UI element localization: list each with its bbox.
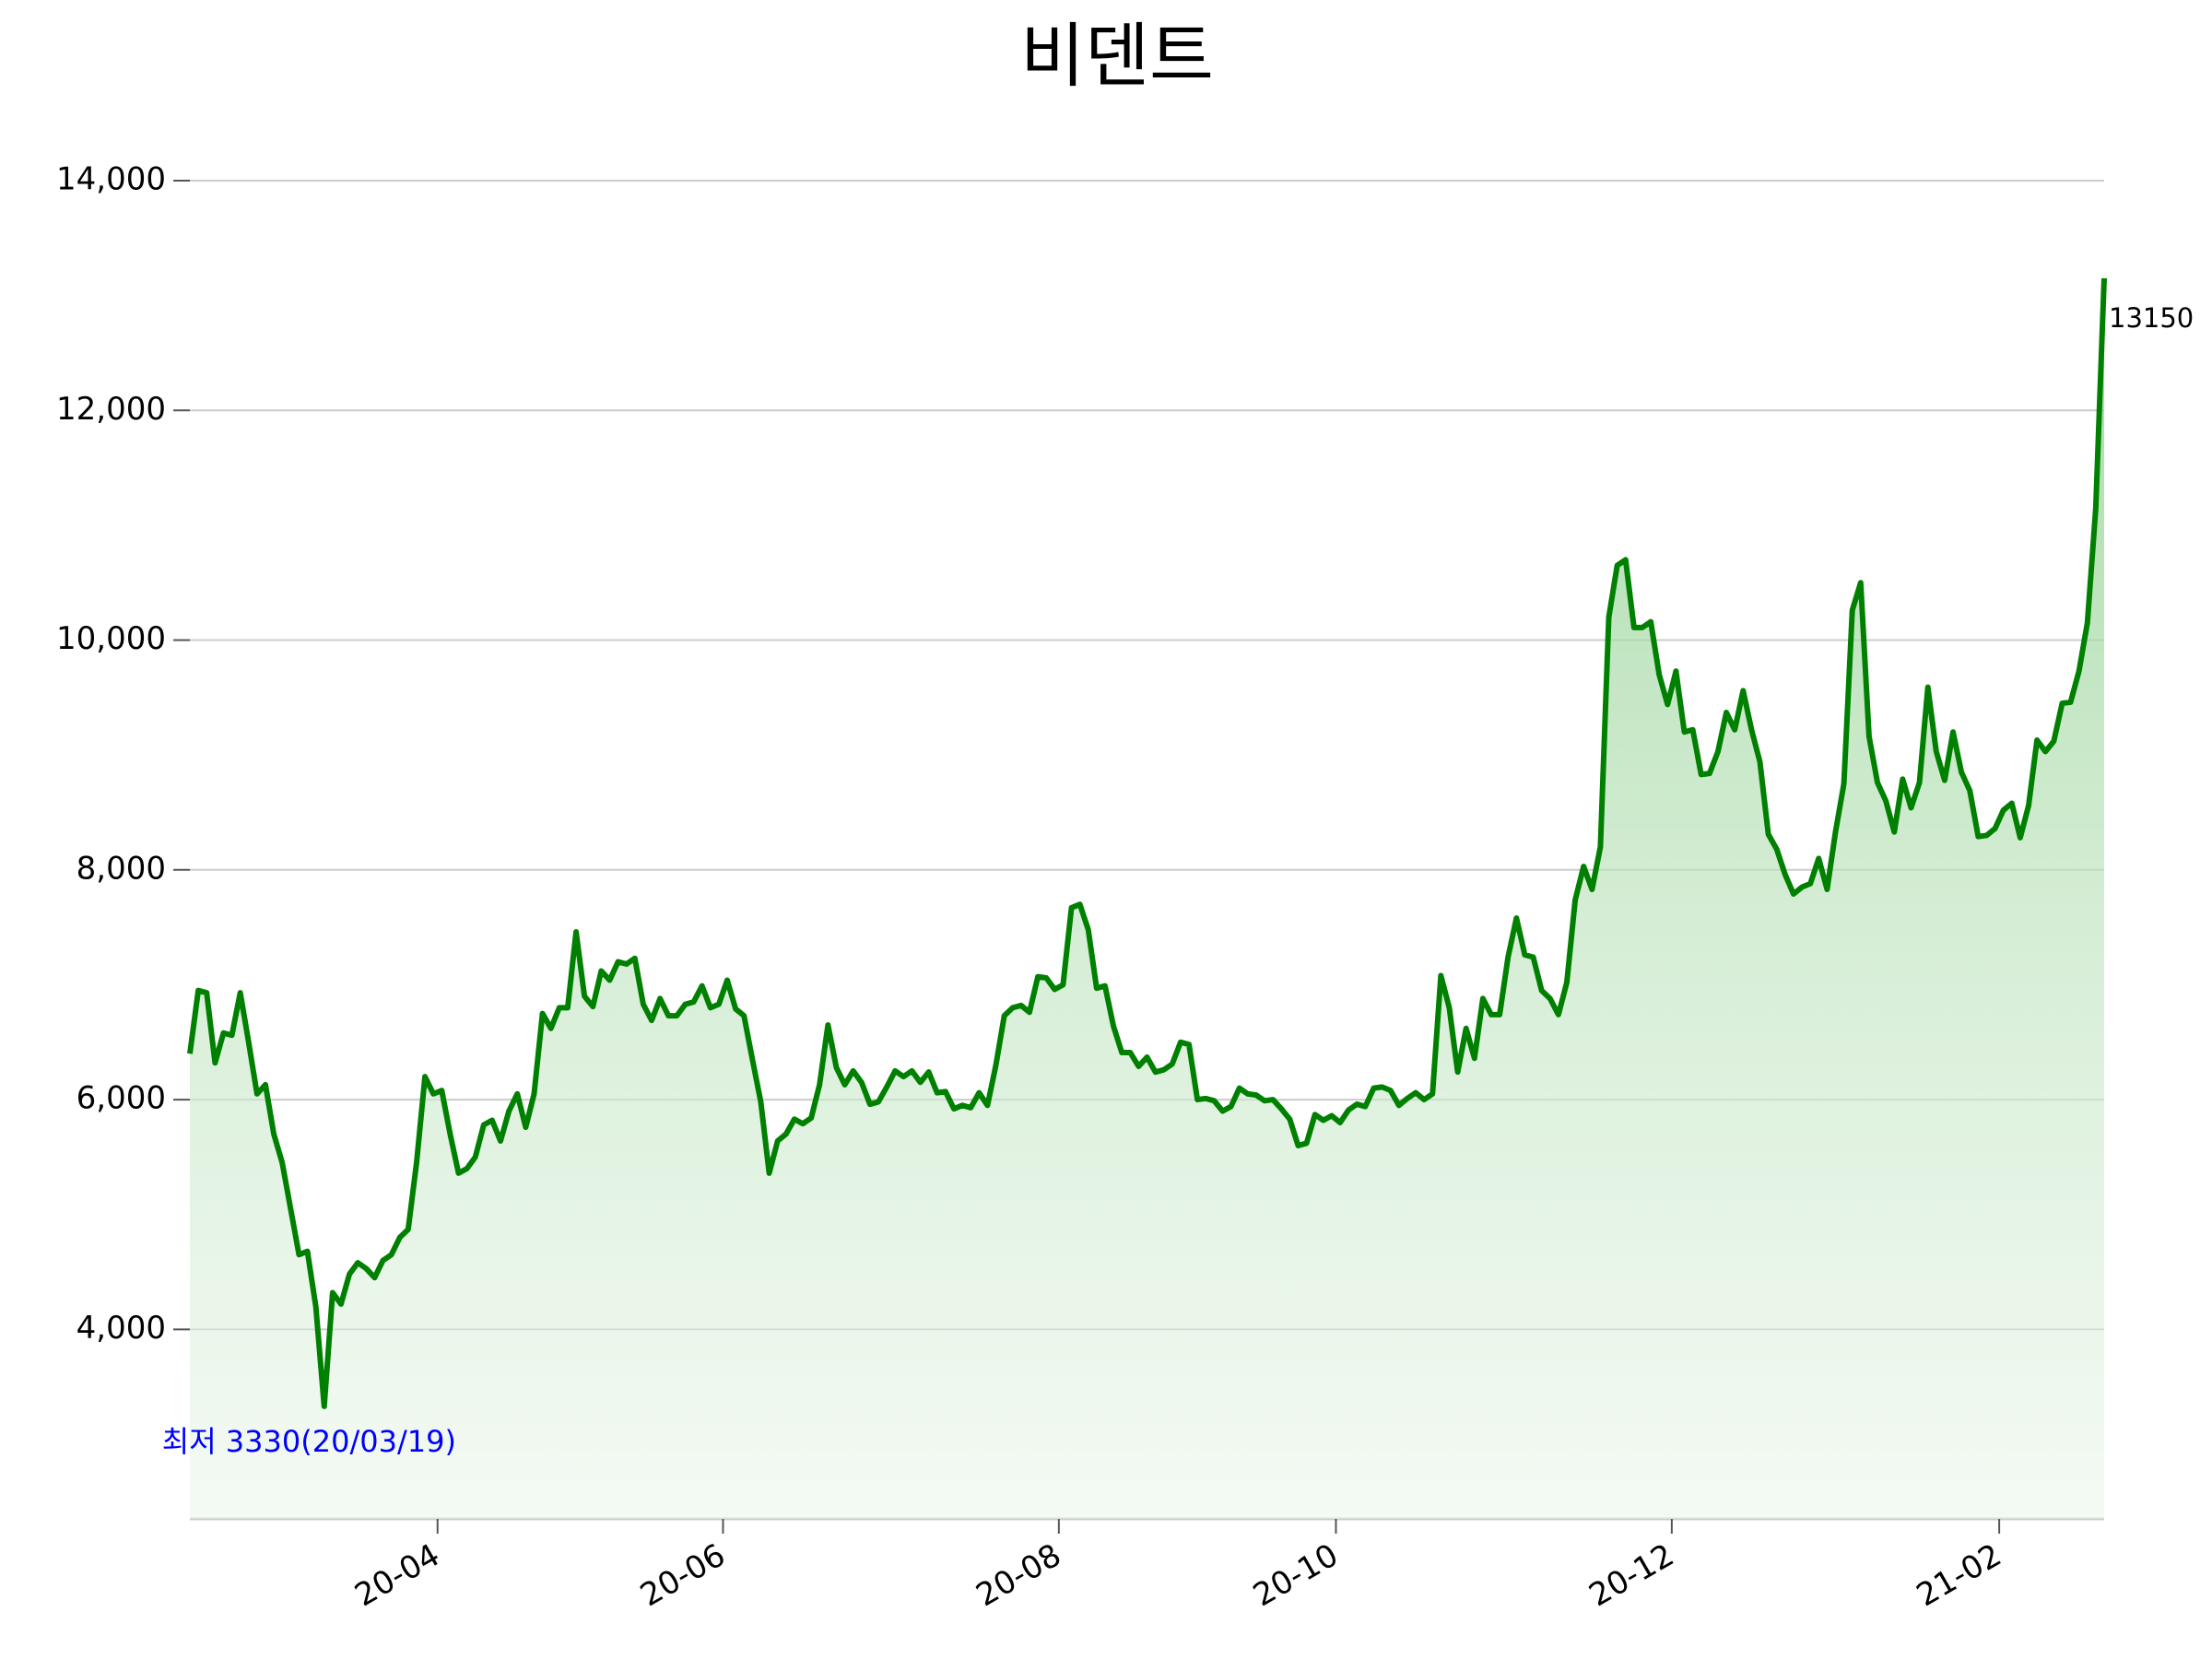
- x-tick-label: 21-02: [1911, 1536, 2008, 1614]
- y-tick-label: 10,000: [56, 620, 166, 657]
- area: [190, 277, 2104, 1519]
- x-tick-label: 20-12: [1583, 1536, 1681, 1614]
- y-tick-label: 8,000: [76, 850, 166, 887]
- x-tick-label: 20-06: [634, 1536, 732, 1614]
- x-tick-label: 20-10: [1247, 1536, 1345, 1614]
- x-tick-label: 20-04: [348, 1536, 446, 1614]
- y-tick-label: 12,000: [56, 391, 166, 428]
- y-tick-label: 14,000: [56, 161, 166, 198]
- annotation-low: 최저 3330(20/03/19): [162, 1424, 456, 1459]
- y-tick-label: 6,000: [76, 1080, 166, 1117]
- annotation-last: 13150: [2109, 302, 2194, 334]
- y-tick-label: 4,000: [76, 1310, 166, 1347]
- chart-title: 비덴트: [1020, 15, 1214, 97]
- line: [187, 277, 2107, 1409]
- x-tick-label: 20-08: [971, 1536, 1068, 1614]
